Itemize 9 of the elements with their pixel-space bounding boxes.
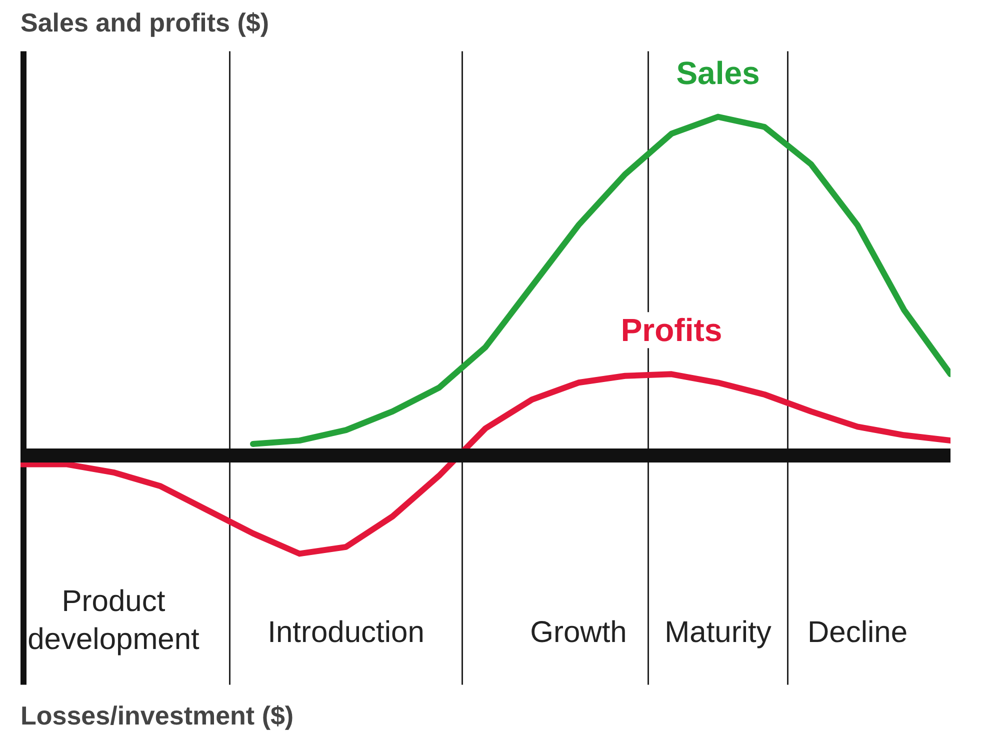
- text: Losses/investment ($): [20, 700, 294, 730]
- x-tick-label: Maturity: [664, 616, 772, 649]
- series-label: Profits: [620, 312, 722, 348]
- y-axis-title: Sales and profits ($): [20, 8, 269, 38]
- x-tick-label: Decline: [807, 616, 908, 649]
- series-label: Sales: [676, 54, 760, 91]
- x-tick-label: Introduction: [268, 616, 424, 649]
- x-tick-label: Growth: [530, 616, 627, 649]
- x-tick-label: Product development: [28, 585, 200, 656]
